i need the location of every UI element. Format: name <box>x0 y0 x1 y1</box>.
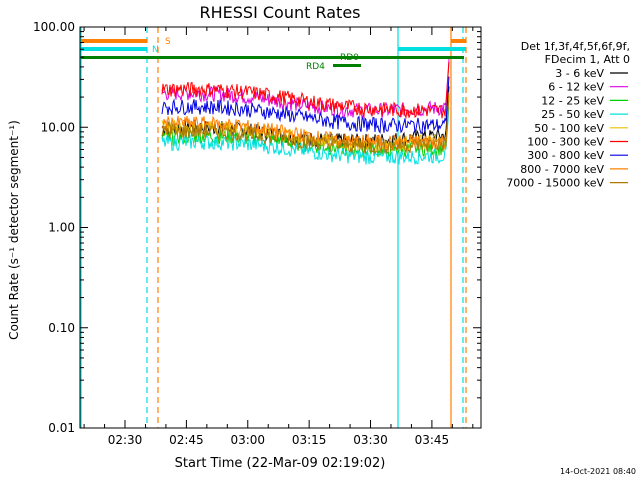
y-axis-label: Count Rate (s⁻¹ detector segment⁻¹) <box>7 120 21 340</box>
legend: Det 1f,3f,4f,5f,6f,9f,FDecim 1, Att 03 -… <box>506 40 630 190</box>
y-tick-label: 0.10 <box>48 321 75 335</box>
plot-frame <box>79 26 482 429</box>
series-line-7000-15000keV <box>161 95 450 155</box>
series-layer <box>161 58 450 165</box>
legend-label: 6 - 12 keV <box>548 81 604 94</box>
legend-label: 300 - 800 keV <box>527 149 604 162</box>
decim-bar <box>81 56 464 59</box>
annotation-s: S <box>165 37 171 47</box>
y-tick-label: 1.00 <box>48 221 75 235</box>
legend-header-line1: Det 1f,3f,4f,5f,6f,9f, <box>521 40 630 53</box>
x-tick-label: 03:15 <box>292 433 327 447</box>
series-line-100-300keV <box>161 61 450 120</box>
legend-label: 800 - 7000 keV <box>520 163 604 176</box>
legend-label: 3 - 6 keV <box>555 67 604 80</box>
saa-bar-right <box>451 39 466 43</box>
annotation-n: N <box>152 45 159 55</box>
series-line-25-50keV <box>161 106 450 165</box>
annotation-rd0: RD0 <box>340 53 359 63</box>
rd4-bar <box>333 64 361 67</box>
legend-label: 100 - 300 keV <box>527 136 604 149</box>
legend-label: 25 - 50 keV <box>541 108 604 121</box>
y-tick-label: 0.01 <box>48 421 75 435</box>
x-tick-label: 02:30 <box>108 433 143 447</box>
x-axis-label: Start Time (22-Mar-09 02:19:02) <box>175 456 386 471</box>
x-tick-label: 03:45 <box>415 433 450 447</box>
legend-label: 12 - 25 keV <box>541 94 604 107</box>
y-tick-label: 10.00 <box>41 120 75 134</box>
chart-title: RHESSI Count Rates <box>200 3 361 22</box>
series-line-300-800keV <box>161 76 450 134</box>
legend-header-line2: FDecim 1, Att 0 <box>545 53 630 66</box>
x-tick-label: 03:00 <box>230 433 265 447</box>
annotation-rd4: RD4 <box>306 62 325 72</box>
legend-label: 50 - 100 keV <box>534 122 604 135</box>
x-tick-label: 02:45 <box>169 433 204 447</box>
saa-bar-left <box>81 39 147 43</box>
y-tick-label: 100.00 <box>33 20 75 34</box>
legend-label: 7000 - 15000 keV <box>506 177 604 190</box>
night-bar-right <box>398 47 466 51</box>
footer-timestamp: 14-Oct-2021 08:40 <box>560 467 636 476</box>
series-line-800-7000keV <box>161 92 450 152</box>
x-tick-label: 03:30 <box>353 433 388 447</box>
night-bar-left <box>81 47 147 51</box>
